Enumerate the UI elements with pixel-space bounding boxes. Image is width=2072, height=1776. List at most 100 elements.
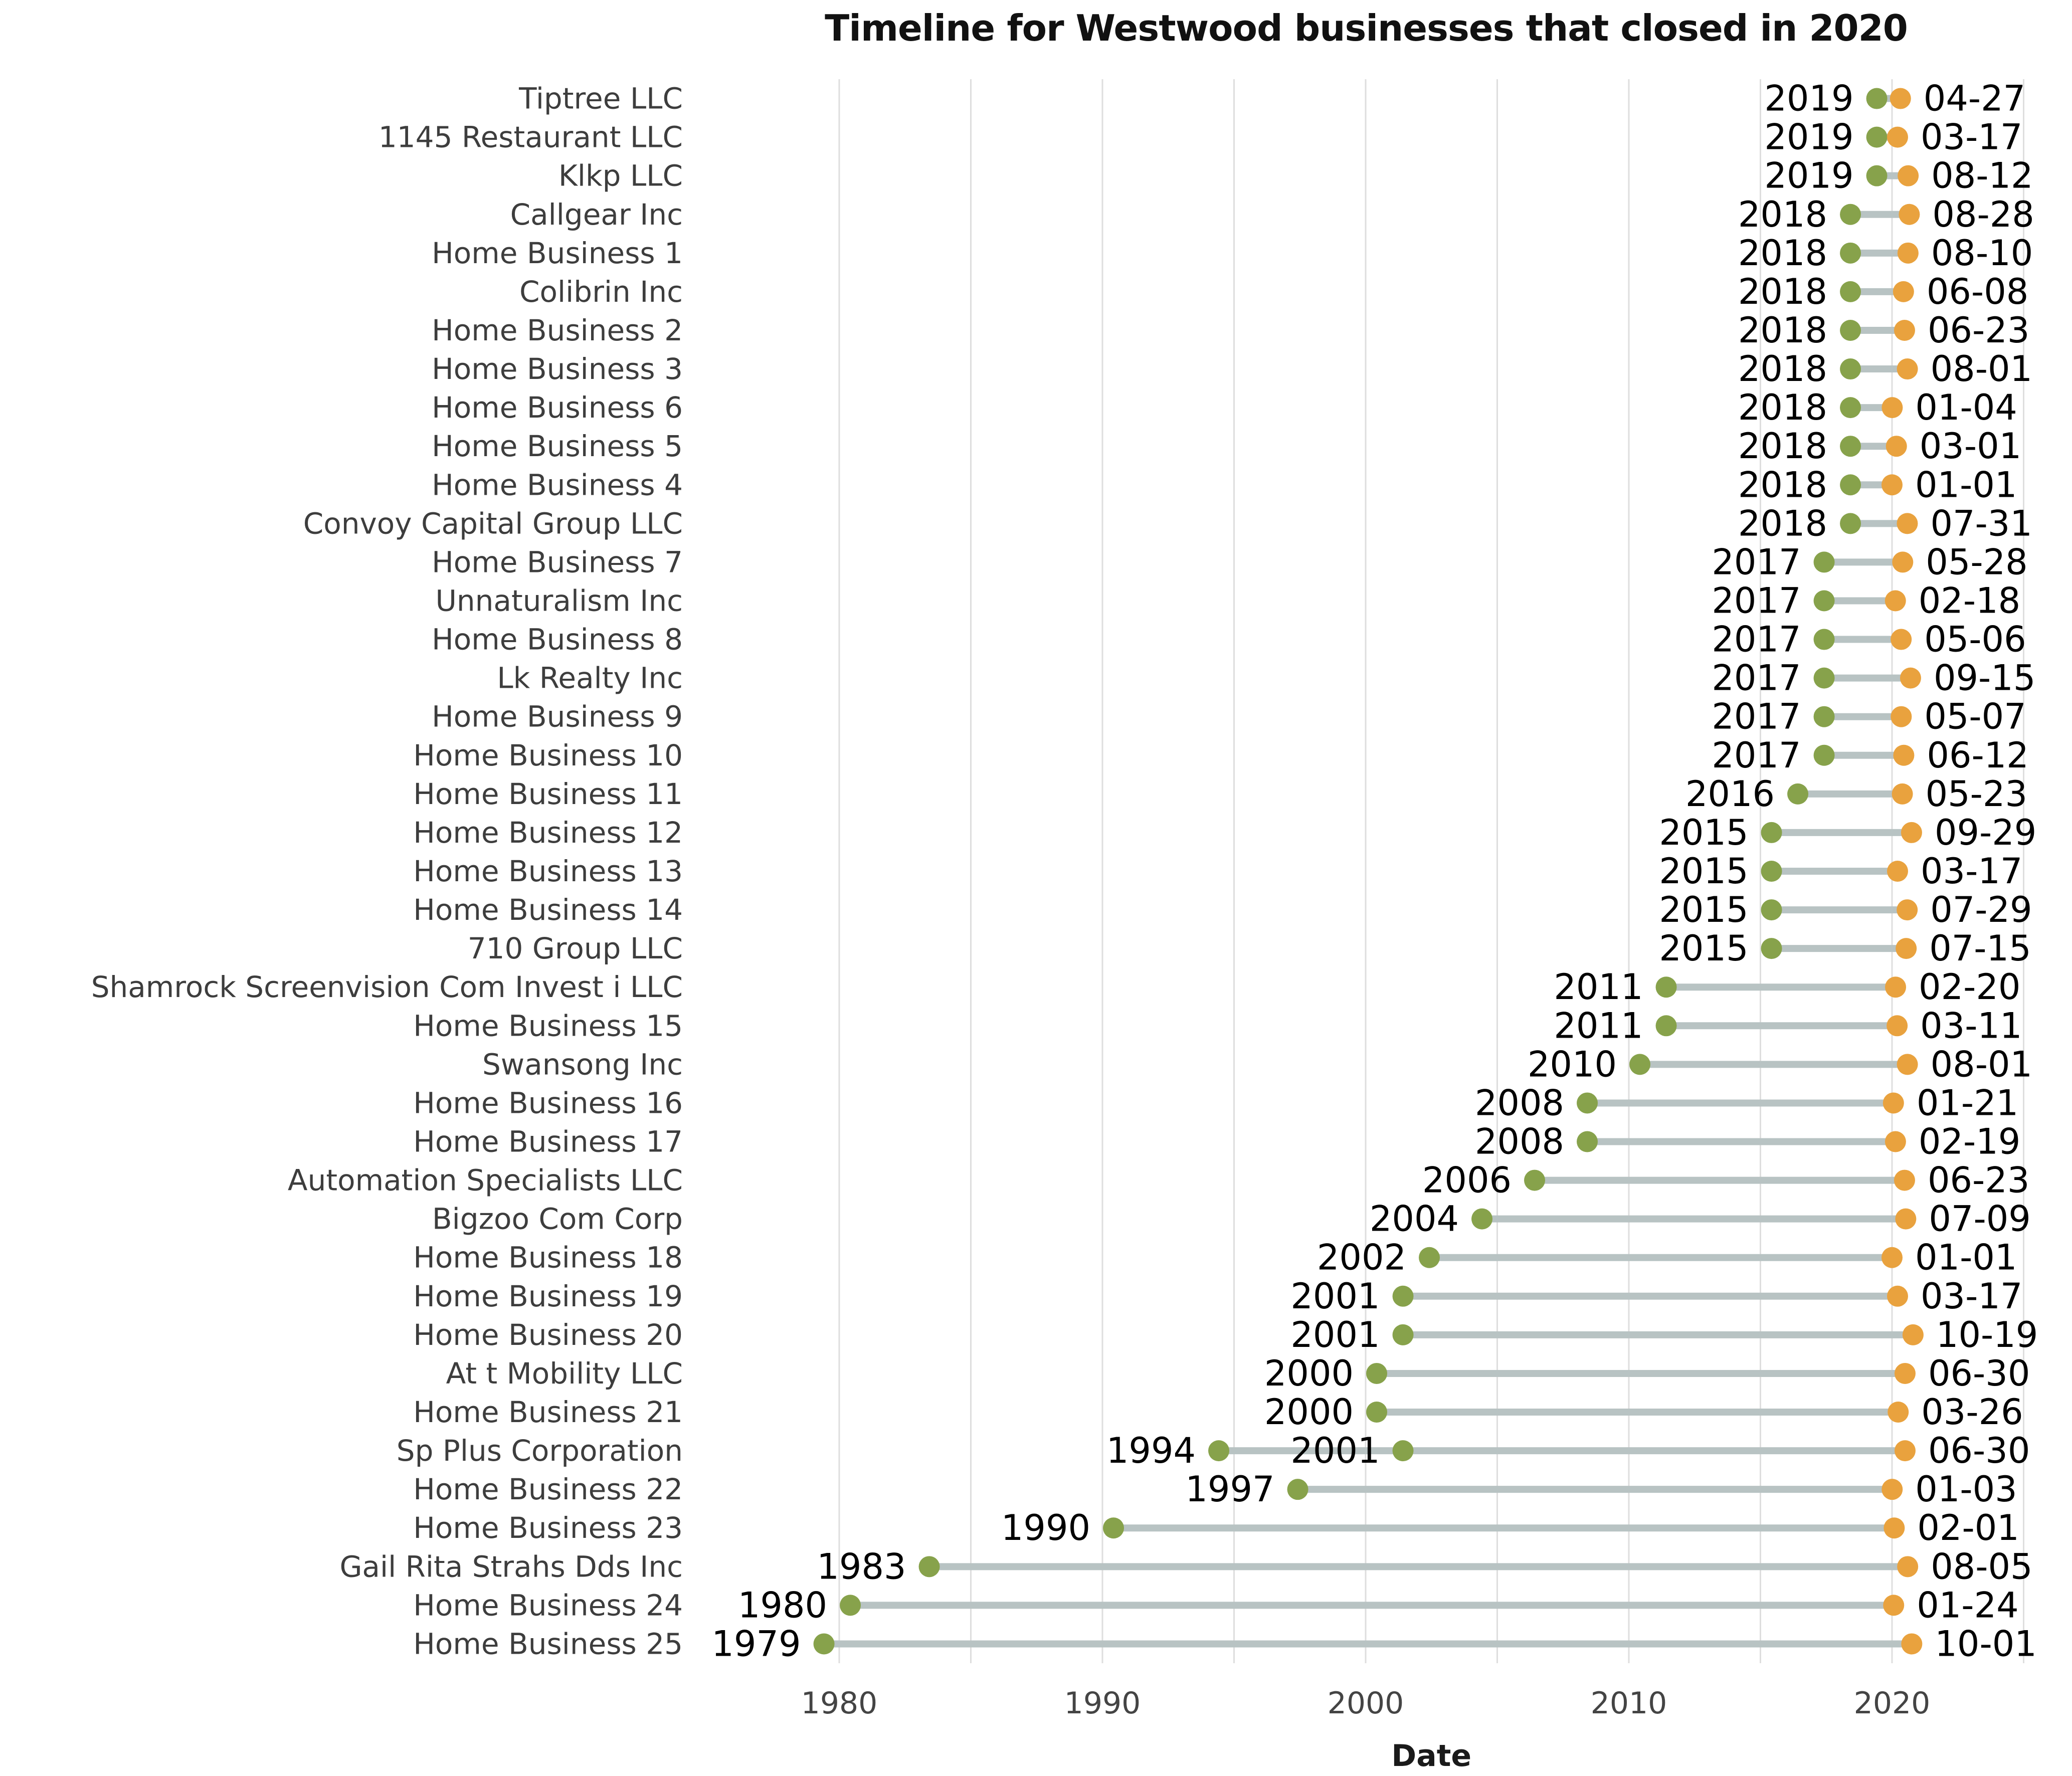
start-year-label: 2018 (1738, 271, 1827, 312)
start-year-label: 2017 (1712, 658, 1801, 699)
timeline-row: Home Business 24 1980 01-24 (413, 1585, 2018, 1626)
start-year-label: 2018 (1738, 348, 1827, 389)
end-dot (1887, 1285, 1909, 1307)
business-label: Gail Rita Strahs Dds Inc (339, 1549, 683, 1584)
start-year-label: 2015 (1659, 889, 1748, 930)
business-label: Tiptree LLC (518, 82, 683, 116)
end-dot (1895, 1208, 1917, 1230)
timeline-row: Home Business 21 2000 03-26 (413, 1392, 2023, 1433)
start-year-label: 1997 (1185, 1469, 1274, 1510)
end-date-label: 05-28 (1926, 541, 2027, 582)
end-dot (1894, 319, 1915, 341)
start-year-label: 2002 (1317, 1237, 1406, 1278)
end-dot (1894, 1169, 1915, 1191)
start-year-label: 1990 (1001, 1507, 1090, 1548)
start-year-label: 2008 (1475, 1121, 1564, 1162)
x-tick-label: 2020 (1854, 1686, 1931, 1721)
timeline-row: Home Business 4 2018 01-01 (432, 464, 2017, 505)
timeline-row: Home Business 19 2001 03-17 (413, 1276, 2022, 1317)
chart-title: Timeline for Westwood businesses that cl… (825, 7, 1908, 49)
business-label: Home Business 4 (432, 468, 683, 502)
end-dot (1901, 1633, 1923, 1655)
start-year-label: 2017 (1712, 541, 1801, 582)
start-year-label: 2019 (1764, 78, 1853, 119)
end-dot (1894, 1362, 1916, 1384)
end-date-label: 02-20 (1919, 966, 2020, 1008)
end-date-label: 01-01 (1915, 1237, 2017, 1278)
business-label: Automation Specialists LLC (288, 1163, 683, 1198)
start-year-label: 2011 (1554, 1005, 1643, 1046)
start-dot (1813, 667, 1835, 689)
start-year-label: 2017 (1712, 735, 1801, 776)
start-year-label: 2019 (1764, 117, 1853, 158)
end-date-label: 03-01 (1920, 426, 2021, 467)
end-dot (1897, 899, 1918, 921)
timeline-row: Home Business 15 2011 03-11 (413, 1005, 2022, 1046)
start-dot (1813, 744, 1835, 766)
end-date-label: 07-09 (1929, 1199, 2030, 1240)
timeline-row: Home Business 10 2017 06-12 (413, 735, 2029, 776)
business-label: Home Business 15 (413, 1009, 683, 1043)
start-dot (1761, 861, 1782, 882)
end-date-label: 06-08 (1927, 271, 2028, 312)
end-date-label: 03-11 (1920, 1005, 2022, 1046)
start-dot (1866, 165, 1888, 186)
business-label: 1145 Restaurant LLC (379, 120, 683, 154)
timeline-row: Shamrock Screenvision Com Invest i LLC 20… (91, 966, 2021, 1008)
business-label: Home Business 22 (413, 1472, 683, 1506)
end-dot (1887, 1015, 1908, 1037)
start-year-label: 2018 (1738, 310, 1827, 351)
start-year-label: 2008 (1475, 1082, 1564, 1123)
end-dot (1901, 822, 1922, 843)
timeline-row: 710 Group LLC 2015 07-15 (468, 928, 2031, 969)
end-date-label: 06-30 (1928, 1430, 2030, 1471)
business-label: Home Business 21 (413, 1395, 683, 1429)
end-dot (1885, 976, 1907, 998)
end-date-label: 08-01 (1931, 1044, 2032, 1085)
start-year-label: 2010 (1528, 1044, 1617, 1085)
start-dot (1840, 319, 1861, 341)
timeline-row: Lk Realty Inc 2017 09-15 (497, 658, 2035, 699)
timeline-row: Home Business 12 2015 09-29 (413, 812, 2036, 853)
start-year-label: 2000 (1264, 1353, 1354, 1394)
start-year-label: 1994 (1106, 1430, 1196, 1471)
business-label: Home Business 13 (413, 854, 683, 888)
end-dot (1893, 744, 1915, 766)
start-dot (1840, 436, 1861, 457)
business-label: Home Business 14 (413, 893, 683, 927)
end-dot (1891, 629, 1912, 650)
start-year-label: 2015 (1659, 851, 1748, 892)
business-label: Home Business 5 (432, 429, 683, 463)
business-label: Unnaturalism Inc (435, 583, 683, 618)
start-year-label: 2018 (1738, 426, 1827, 467)
start-year-label: 2015 (1659, 928, 1748, 969)
timeline-row: Home Business 11 2016 05-23 (413, 773, 2027, 815)
end-dot (1888, 1402, 1909, 1423)
end-date-label: 07-29 (1930, 889, 2032, 930)
start-dot (1471, 1208, 1493, 1230)
end-date-label: 01-01 (1915, 464, 2017, 505)
end-date-label: 05-06 (1924, 619, 2026, 660)
end-dot (1891, 706, 1912, 727)
timeline-row: Home Business 18 2002 01-01 (413, 1237, 2017, 1278)
extra-start-dot (1392, 1440, 1414, 1462)
start-dot (1366, 1362, 1388, 1384)
end-dot (1885, 590, 1906, 612)
x-axis-title: Date (1391, 1738, 1471, 1773)
start-year-label: 2018 (1738, 387, 1827, 428)
start-year-label: 2016 (1685, 773, 1775, 815)
start-dot (1840, 242, 1861, 264)
business-label: Home Business 19 (413, 1279, 683, 1313)
business-label: 710 Group LLC (468, 931, 683, 965)
end-dot (1894, 1440, 1916, 1462)
start-year-label: 2018 (1738, 233, 1827, 274)
start-dot (1866, 88, 1888, 109)
end-date-label: 01-03 (1915, 1469, 2017, 1510)
timeline-row: Home Business 8 2017 05-06 (432, 619, 2026, 660)
end-date-label: 08-05 (1931, 1546, 2032, 1587)
timeline-row: Gail Rita Strahs Dds Inc 1983 08-05 (339, 1546, 2032, 1587)
end-date-label: 03-26 (1921, 1392, 2023, 1433)
end-date-label: 05-07 (1924, 696, 2026, 737)
